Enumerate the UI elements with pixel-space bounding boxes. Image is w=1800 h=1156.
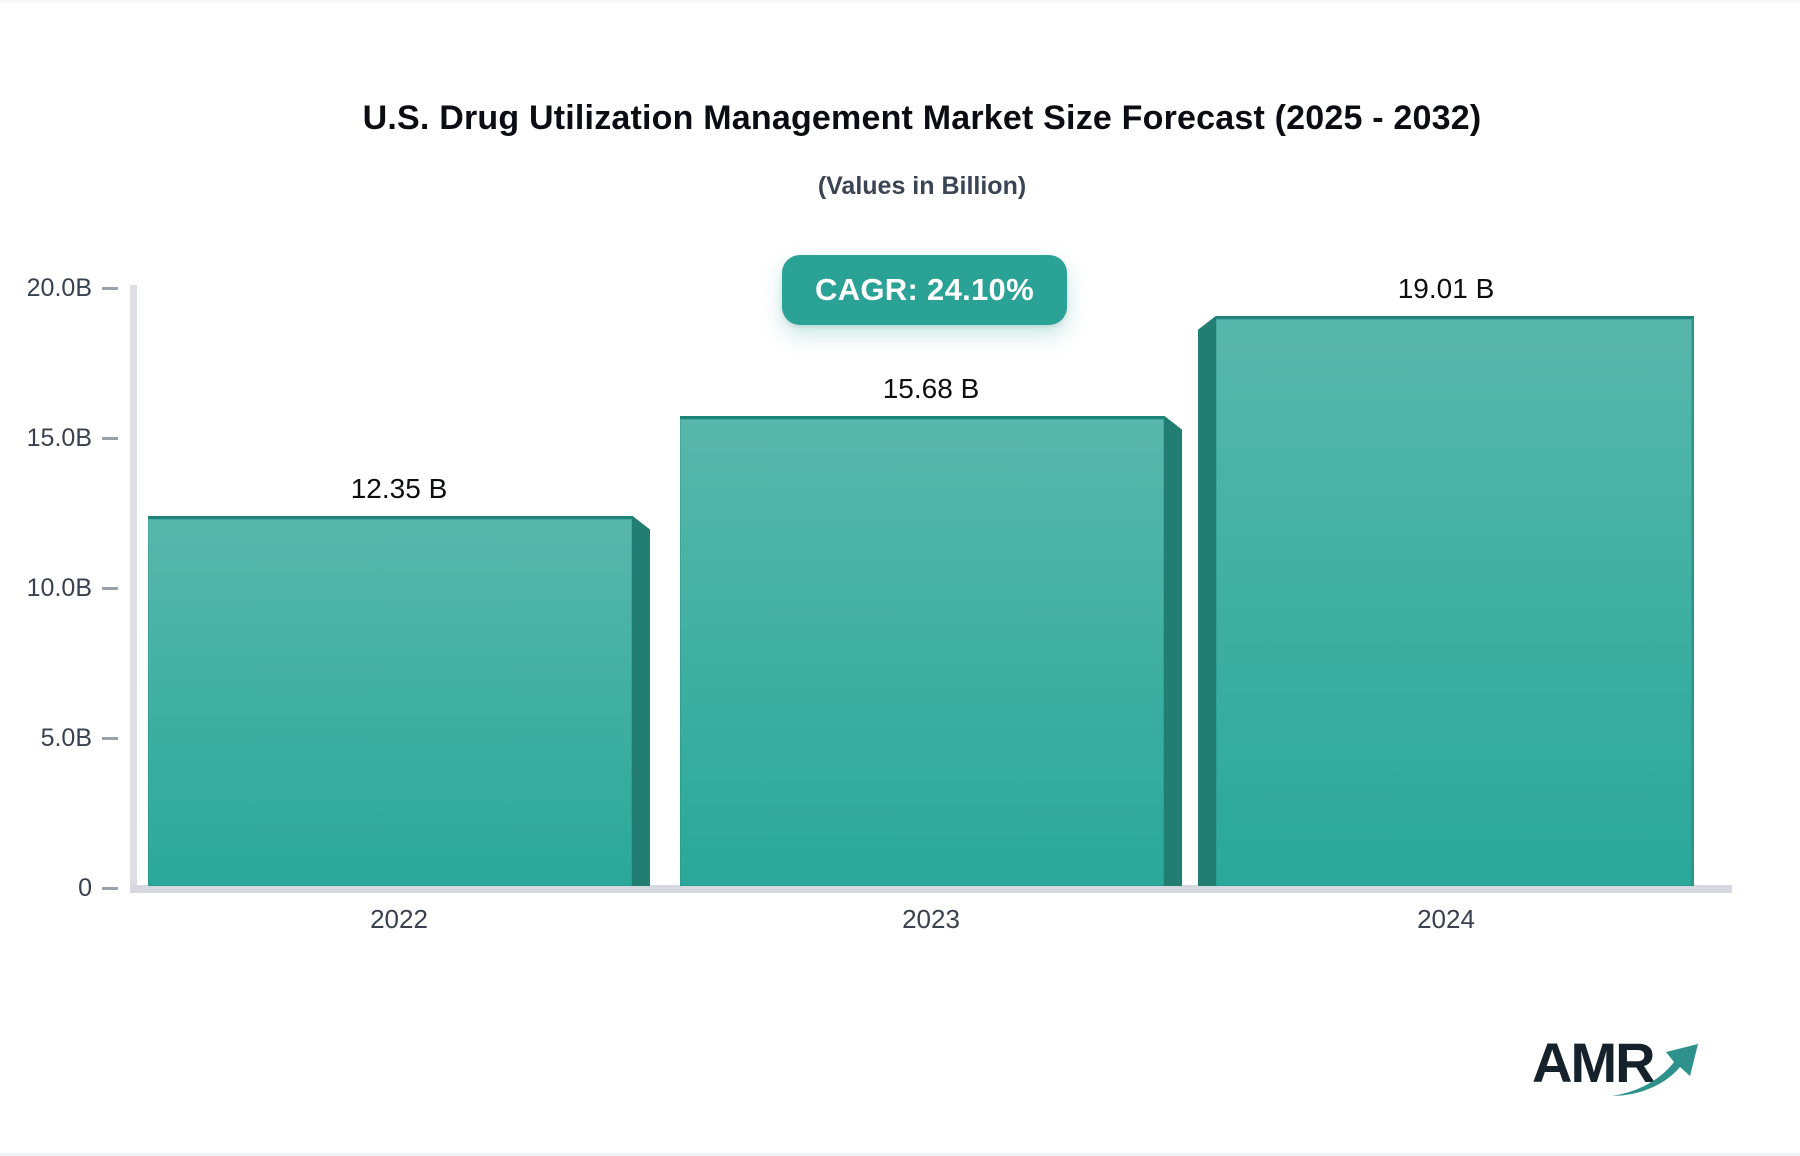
growth-arrow-icon	[1612, 1044, 1698, 1096]
bar	[148, 515, 632, 886]
y-tick-label: 15.0B	[26, 424, 92, 452]
page-title: U.S. Drug Utilization Management Market …	[362, 99, 1482, 137]
top-edge-divider	[0, 0, 1800, 3]
y-tick-label: 5.0B	[40, 724, 92, 752]
y-tick	[102, 587, 118, 590]
y-tick	[102, 737, 118, 740]
bar-value-label: 15.68 B	[882, 372, 980, 404]
y-tick	[102, 287, 118, 290]
y-tick	[102, 437, 118, 440]
y-tick-label: 0	[78, 874, 92, 902]
y-tick-label: 10.0B	[26, 574, 92, 602]
page-subtitle: (Values in Billion)	[817, 172, 1027, 200]
y-tick	[102, 887, 118, 890]
bottom-edge-divider	[0, 1153, 1800, 1156]
x-axis-line	[130, 885, 1732, 893]
bar-value-label: 19.01 B	[1397, 272, 1495, 304]
bar	[1216, 315, 1694, 886]
cagr-badge: CAGR: 24.10%	[782, 255, 1067, 325]
bar-side-panel	[1198, 315, 1216, 886]
x-axis-label: 2022	[370, 904, 428, 934]
cagr-badge-label: CAGR: 24.10%	[815, 272, 1034, 307]
y-tick-label: 20.0B	[26, 274, 92, 302]
bar-side-panel	[1164, 415, 1182, 886]
amr-logo-text: AMR	[1532, 1031, 1656, 1094]
bar	[680, 415, 1164, 886]
y-axis-line	[130, 285, 137, 893]
bar-value-label: 12.35 B	[350, 472, 448, 504]
bar-side-panel	[632, 515, 650, 886]
x-axis-label: 2023	[902, 904, 960, 934]
x-axis-label: 2024	[1417, 904, 1475, 934]
amr-logo: AMR	[1528, 1030, 1718, 1110]
